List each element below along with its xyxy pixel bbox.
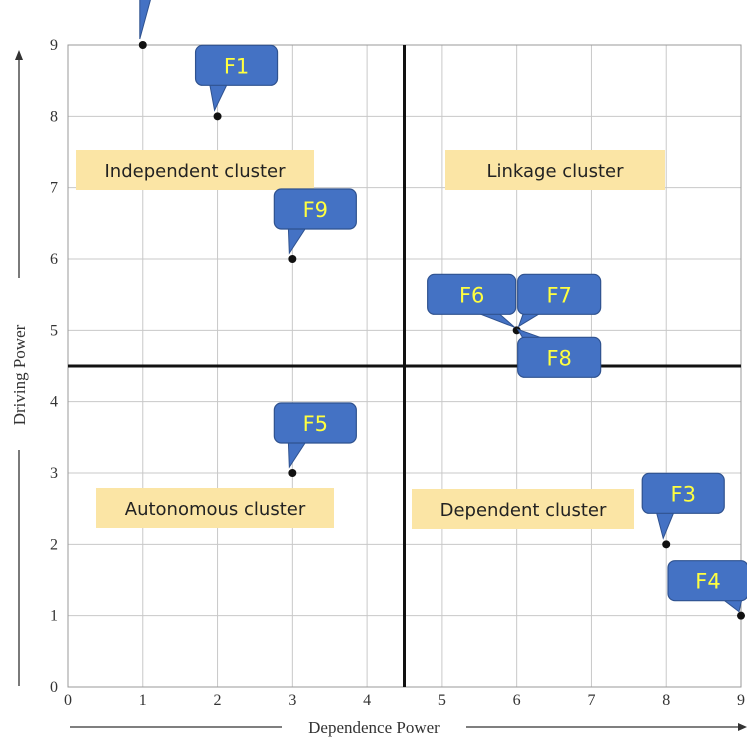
- data-point: [138, 41, 147, 49]
- cluster-label-box: [412, 489, 634, 529]
- data-point: [512, 326, 521, 335]
- callout-box: [517, 336, 602, 378]
- x-tick-label: 6: [513, 692, 521, 709]
- y-axis-title: Driving Power: [10, 324, 29, 425]
- callout-label: F6: [459, 283, 484, 307]
- tick-labels: 0 1 2 3 4 5 6 7 8 9 0 1 2 3 4 5 6 7 8 9: [50, 37, 745, 709]
- quadrant-dividers: [68, 45, 741, 687]
- y-tick-label: 1: [50, 608, 58, 625]
- callout-pointer: [287, 226, 308, 255]
- data-point: [288, 469, 297, 477]
- callout-f8: F8: [516, 328, 602, 378]
- y-tick-label: 7: [50, 180, 58, 197]
- y-tick-label: 3: [50, 465, 58, 482]
- cluster-label-text: Dependent cluster: [440, 500, 607, 521]
- callout-box: [667, 560, 747, 602]
- cluster-label-box: [96, 488, 334, 528]
- cluster-label-top-right: Linkage cluster: [445, 150, 665, 190]
- x-tick-label: 7: [587, 692, 595, 709]
- cluster-label-text: Linkage cluster: [486, 161, 624, 182]
- data-point: [288, 255, 297, 263]
- callout-pointer: [208, 82, 229, 112]
- data-point: [737, 611, 745, 620]
- callout-pointer: [287, 440, 308, 469]
- cluster-label-text: Autonomous cluster: [125, 499, 306, 520]
- cluster-label-bottom-left: Autonomous cluster: [96, 488, 334, 528]
- callout-label: F3: [670, 482, 695, 506]
- callout-label: F5: [303, 412, 328, 436]
- y-tick-label: 5: [50, 322, 58, 339]
- callout-box: [273, 188, 357, 230]
- callout-label: F1: [224, 54, 249, 78]
- y-tick-label: 2: [50, 536, 58, 553]
- callout-f6: F6: [427, 273, 517, 328]
- callout-f4: F4: [667, 560, 747, 613]
- y-tick-label: 9: [50, 37, 58, 54]
- x-tick-label: 3: [288, 692, 296, 709]
- y-tick-label: 8: [50, 108, 58, 125]
- cluster-label-text: Independent cluster: [104, 161, 286, 182]
- x-tick-label: 0: [64, 692, 72, 709]
- cluster-label-box: [76, 150, 314, 190]
- callout-box: [427, 273, 517, 315]
- y-axis-title-group: Driving Power: [10, 50, 29, 686]
- cluster-labels: Independent cluster Linkage cluster Autono…: [76, 150, 665, 529]
- x-axis-title-group: Dependence Power: [70, 718, 747, 737]
- callout-f3: F3: [641, 472, 725, 540]
- callout-box: [194, 44, 279, 86]
- y-tick-label: 6: [50, 251, 58, 268]
- callout-box: [517, 273, 602, 315]
- x-tick-label: 8: [662, 692, 670, 709]
- y-tick-label: 0: [50, 679, 58, 696]
- callout-f7: F7: [517, 273, 602, 328]
- x-tick-label: 1: [139, 692, 147, 709]
- data-points: [138, 41, 745, 620]
- callout-box: [273, 402, 357, 444]
- callout-label: F9: [303, 198, 328, 222]
- callout-f1: F1: [194, 44, 279, 112]
- callout-f9: F9: [273, 188, 357, 255]
- callout-box: [641, 472, 725, 514]
- callout-pointer: [139, 0, 151, 40]
- x-tick-label: 9: [737, 692, 745, 709]
- x-axis-title: Dependence Power: [308, 718, 440, 737]
- y-tick-label: 4: [50, 394, 58, 411]
- x-tick-label: 2: [214, 692, 222, 709]
- callout-f2: F2: [139, 0, 151, 40]
- x-tick-label: 5: [438, 692, 446, 709]
- x-tick-label: 4: [363, 692, 371, 709]
- cluster-label-box: [445, 150, 665, 190]
- data-point: [213, 112, 222, 121]
- data-point: [662, 540, 671, 549]
- point-callouts: F1 F2 F3 F4 F5 F6 F7 F8 F9: [139, 0, 747, 613]
- callout-f5: F5: [273, 402, 357, 469]
- callout-label: F7: [546, 283, 571, 307]
- callout-label: F4: [695, 570, 720, 594]
- callout-pointer: [655, 510, 675, 540]
- cluster-label-bottom-right: Dependent cluster: [412, 489, 634, 529]
- cluster-label-top-left: Independent cluster: [76, 150, 314, 190]
- callout-label: F8: [546, 346, 571, 370]
